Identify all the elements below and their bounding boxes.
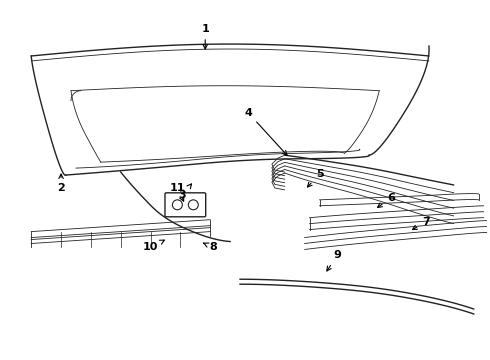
Text: 11: 11 <box>170 183 185 201</box>
Text: 2: 2 <box>57 174 65 193</box>
Ellipse shape <box>188 200 198 210</box>
Text: 7: 7 <box>413 217 430 230</box>
Ellipse shape <box>172 200 182 210</box>
Text: 10: 10 <box>143 240 164 252</box>
Text: 9: 9 <box>327 251 342 271</box>
Text: 8: 8 <box>204 243 217 252</box>
Text: 5: 5 <box>307 169 323 187</box>
Text: 6: 6 <box>378 193 395 207</box>
Text: 1: 1 <box>201 24 209 49</box>
FancyBboxPatch shape <box>165 193 206 217</box>
Text: 3: 3 <box>178 184 192 200</box>
Text: 4: 4 <box>244 108 287 155</box>
